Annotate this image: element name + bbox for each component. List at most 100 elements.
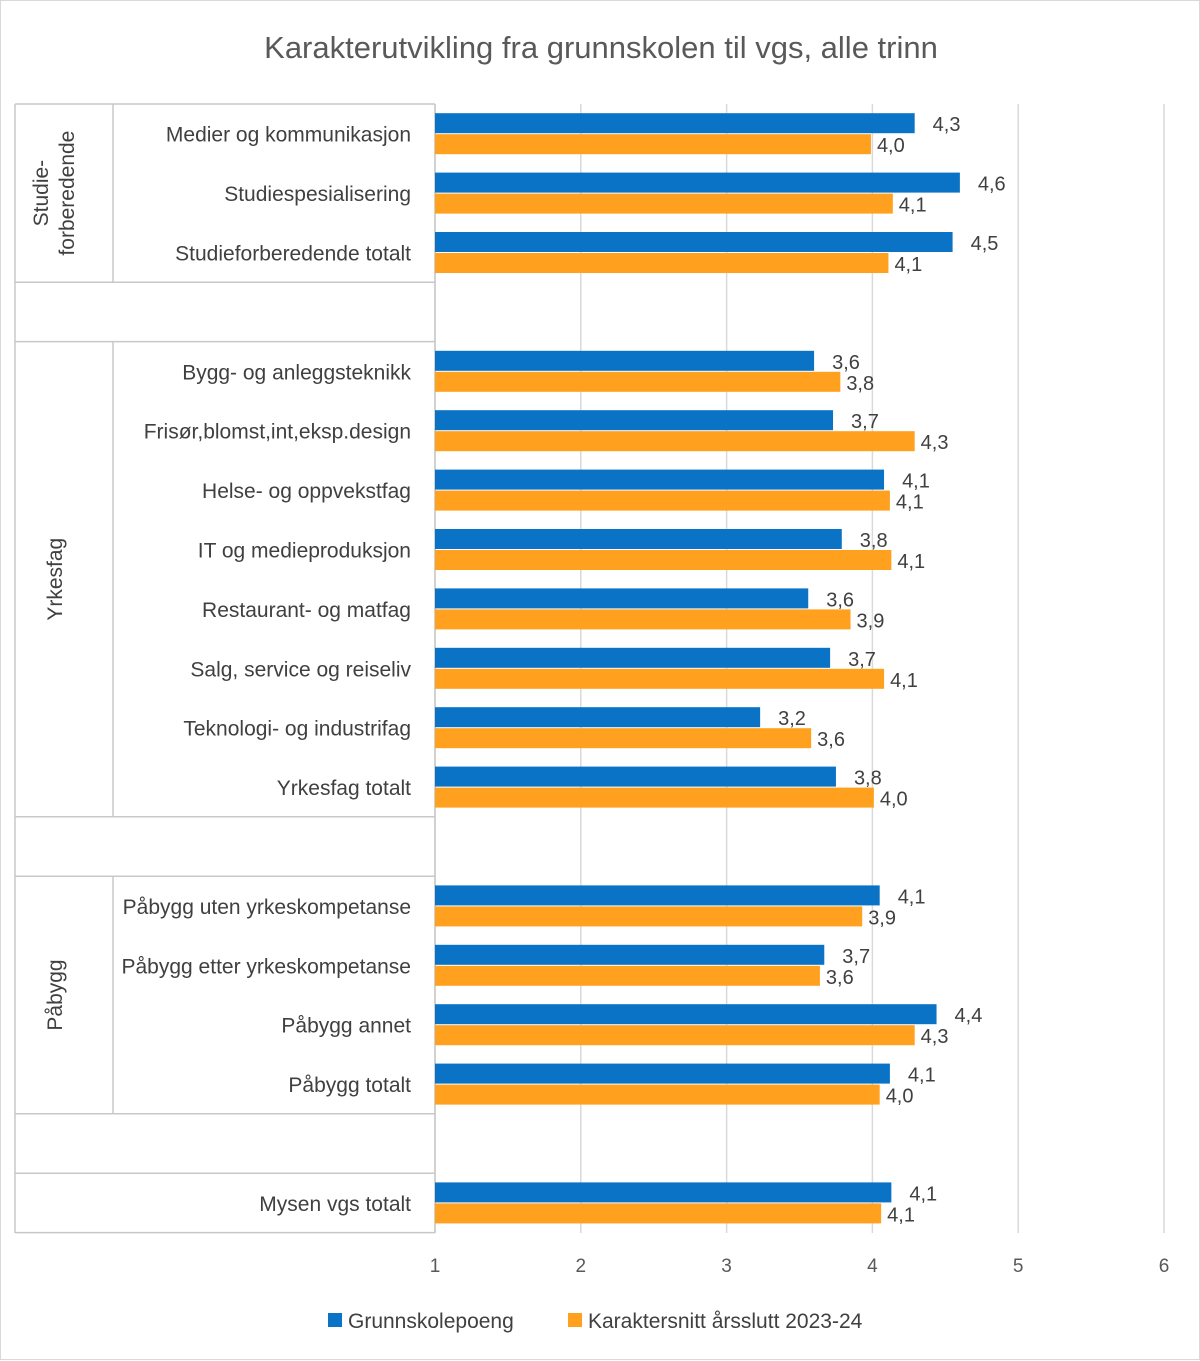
data-label-grunnskolepoeng-mysen-vgs-totalt: 4,1 [909, 1183, 937, 1205]
data-label-karaktersnitt-teknologi-og-industrifag: 3,6 [817, 729, 845, 751]
bar-grunnskolepoeng-mysen-vgs-totalt [435, 1182, 892, 1203]
data-label-grunnskolepoeng-pabygg-annet: 4,4 [955, 1005, 983, 1027]
data-label-grunnskolepoeng-helse-og-oppvekstfag: 4,1 [902, 471, 930, 493]
data-label-grunnskolepoeng-bygg-og-anleggsteknikk: 3,6 [832, 352, 860, 374]
bar-grunnskolepoeng-helse-og-oppvekstfag [435, 469, 885, 490]
group-label-studie-forberedende: Studie-forberedende [30, 131, 79, 256]
data-label-karaktersnitt-restaurant-og-matfag: 3,9 [857, 610, 885, 632]
x-tick-label-4: 4 [867, 1256, 878, 1277]
data-label-grunnskolepoeng-teknologi-og-industrifag: 3,2 [778, 708, 806, 730]
bar-karaktersnitt-pabygg-totalt [435, 1084, 880, 1105]
bar-karaktersnitt-it-og-medieproduksjon [435, 550, 892, 570]
group-label-yrkesfag: Yrkesfag [44, 538, 67, 621]
bar-grunnskolepoeng-pabygg-uten-yrkeskompetanse [435, 885, 880, 906]
category-label-teknologi-og-industrifag: Teknologi- og industrifag [183, 718, 411, 741]
legend-swatch-karaktersnitt [568, 1313, 582, 1327]
bar-karaktersnitt-mysen-vgs-totalt [435, 1203, 882, 1224]
data-label-karaktersnitt-frisor-blomst-int-eksp-design: 4,3 [921, 432, 949, 454]
group-label-pabygg: Påbygg [44, 959, 67, 1030]
category-label-salg-service-og-reiseliv: Salg, service og reiseliv [190, 658, 411, 681]
data-label-grunnskolepoeng-frisor-blomst-int-eksp-design: 3,7 [851, 411, 879, 433]
category-separators [14, 103, 436, 1234]
category-label-it-og-medieproduksjon: IT og medieproduksjon [198, 540, 411, 563]
group-label-line: Yrkesfag [44, 538, 67, 621]
x-axis-ticks: 1 2 3 4 5 6 [430, 1256, 1170, 1277]
bar-karaktersnitt-studiespesialisering [435, 193, 893, 214]
category-label-medier-og-kommunikasjon: Medier og kommunikasjon [166, 124, 411, 147]
category-label-helse-og-oppvekstfag: Helse- og oppvekstfag [202, 480, 411, 503]
group-label-line: Studie- [30, 160, 53, 227]
bar-karaktersnitt-salg-service-og-reiseliv [435, 668, 885, 689]
data-label-karaktersnitt-studiespesialisering: 4,1 [899, 195, 927, 217]
category-labels: Medier og kommunikasjon Studiespesialiser… [122, 124, 412, 1216]
bar-grunnskolepoeng-restaurant-og-matfag [435, 588, 809, 609]
data-label-karaktersnitt-helse-og-oppvekstfag: 4,1 [896, 492, 924, 514]
bar-grunnskolepoeng-teknologi-og-industrifag [435, 707, 761, 728]
data-label-karaktersnitt-pabygg-annet: 4,3 [921, 1026, 949, 1048]
data-label-karaktersnitt-studieforberedende-totalt: 4,1 [894, 254, 922, 276]
bar-grunnskolepoeng-medier-og-kommunikasjon [435, 113, 915, 134]
legend: Grunnskolepoeng Karaktersnitt årsslutt 2… [328, 1310, 863, 1333]
data-label-karaktersnitt-pabygg-totalt: 4,0 [886, 1086, 914, 1108]
chart-title: Karakterutvikling fra grunnskolen til vg… [264, 30, 938, 65]
category-label-bygg-og-anleggsteknikk: Bygg- og anleggsteknikk [182, 361, 411, 384]
category-label-pabygg-annet: Påbygg annet [281, 1015, 411, 1038]
x-tick-label-3: 3 [721, 1256, 732, 1277]
data-label-grunnskolepoeng-restaurant-og-matfag: 3,6 [826, 589, 854, 611]
category-label-restaurant-og-matfag: Restaurant- og matfag [202, 599, 411, 622]
bar-karaktersnitt-teknologi-og-industrifag [435, 728, 812, 749]
data-label-karaktersnitt-medier-og-kommunikasjon: 4,0 [877, 135, 905, 157]
bar-karaktersnitt-medier-og-kommunikasjon [435, 134, 871, 155]
group-label-line: forberedende [56, 131, 79, 256]
bar-karaktersnitt-yrkesfag-totalt [435, 787, 874, 808]
data-label-grunnskolepoeng-it-og-medieproduksjon: 3,8 [860, 530, 888, 552]
data-label-karaktersnitt-salg-service-og-reiseliv: 4,1 [890, 670, 918, 692]
bar-grunnskolepoeng-pabygg-annet [435, 1004, 937, 1025]
data-label-karaktersnitt-mysen-vgs-totalt: 4,1 [887, 1204, 915, 1226]
legend-label-karaktersnitt: Karaktersnitt årsslutt 2023-24 [588, 1310, 863, 1333]
group-label-line: Påbygg [44, 959, 67, 1030]
data-label-grunnskolepoeng-studiespesialisering: 4,6 [978, 174, 1006, 196]
data-label-grunnskolepoeng-pabygg-etter-yrkeskompetanse: 3,7 [842, 946, 870, 968]
x-tick-label-5: 5 [1013, 1256, 1024, 1277]
data-label-grunnskolepoeng-yrkesfag-totalt: 3,8 [854, 768, 882, 790]
data-label-karaktersnitt-pabygg-uten-yrkeskompetanse: 3,9 [868, 907, 896, 929]
category-label-studieforberedende-totalt: Studieforberedende totalt [175, 243, 411, 266]
bar-grunnskolepoeng-it-og-medieproduksjon [435, 529, 842, 549]
category-label-mysen-vgs-totalt: Mysen vgs totalt [259, 1193, 411, 1216]
data-label-grunnskolepoeng-pabygg-totalt: 4,1 [908, 1065, 936, 1087]
group-labels: Studie-forberedende Yrkesfag Påbygg [30, 131, 79, 1031]
data-label-karaktersnitt-pabygg-etter-yrkeskompetanse: 3,6 [826, 967, 854, 989]
bar-grunnskolepoeng-frisor-blomst-int-eksp-design [435, 410, 834, 431]
bar-karaktersnitt-studieforberedende-totalt [435, 253, 889, 273]
bar-grunnskolepoeng-pabygg-etter-yrkeskompetanse [435, 944, 825, 965]
data-label-grunnskolepoeng-salg-service-og-reiseliv: 3,7 [848, 649, 876, 671]
bar-grunnskolepoeng-salg-service-og-reiseliv [435, 647, 831, 668]
legend-swatch-grunnskolepoeng [328, 1313, 342, 1327]
bar-karaktersnitt-pabygg-uten-yrkeskompetanse [435, 906, 863, 927]
data-label-grunnskolepoeng-pabygg-uten-yrkeskompetanse: 4,1 [898, 886, 926, 908]
category-label-pabygg-uten-yrkeskompetanse: Påbygg uten yrkeskompetanse [123, 896, 411, 919]
bar-karaktersnitt-helse-og-oppvekstfag [435, 490, 890, 511]
bar-karaktersnitt-pabygg-etter-yrkeskompetanse [435, 965, 820, 986]
x-tick-label-2: 2 [576, 1256, 587, 1277]
data-label-karaktersnitt-bygg-og-anleggsteknikk: 3,8 [846, 373, 874, 395]
data-label-grunnskolepoeng-studieforberedende-totalt: 4,5 [971, 233, 999, 255]
data-label-karaktersnitt-yrkesfag-totalt: 4,0 [880, 789, 908, 811]
bar-grunnskolepoeng-bygg-og-anleggsteknikk [435, 350, 815, 371]
bar-grunnskolepoeng-pabygg-totalt [435, 1063, 890, 1084]
category-label-pabygg-etter-yrkeskompetanse: Påbygg etter yrkeskompetanse [122, 955, 412, 978]
bar-karaktersnitt-bygg-og-anleggsteknikk [435, 371, 841, 392]
bar-grunnskolepoeng-studiespesialisering [435, 172, 960, 193]
category-label-yrkesfag-totalt: Yrkesfag totalt [277, 777, 411, 800]
category-label-frisor-blomst-int-eksp-design: Frisør,blomst,int,eksp.design [144, 421, 411, 444]
bar-grunnskolepoeng-yrkesfag-totalt [435, 766, 836, 787]
x-tick-label-6: 6 [1159, 1256, 1170, 1277]
bars [435, 113, 960, 1224]
bar-karaktersnitt-restaurant-og-matfag [435, 609, 851, 630]
data-label-karaktersnitt-it-og-medieproduksjon: 4,1 [897, 551, 925, 573]
bar-grunnskolepoeng-studieforberedende-totalt [435, 232, 953, 252]
x-tick-label-1: 1 [430, 1256, 441, 1277]
